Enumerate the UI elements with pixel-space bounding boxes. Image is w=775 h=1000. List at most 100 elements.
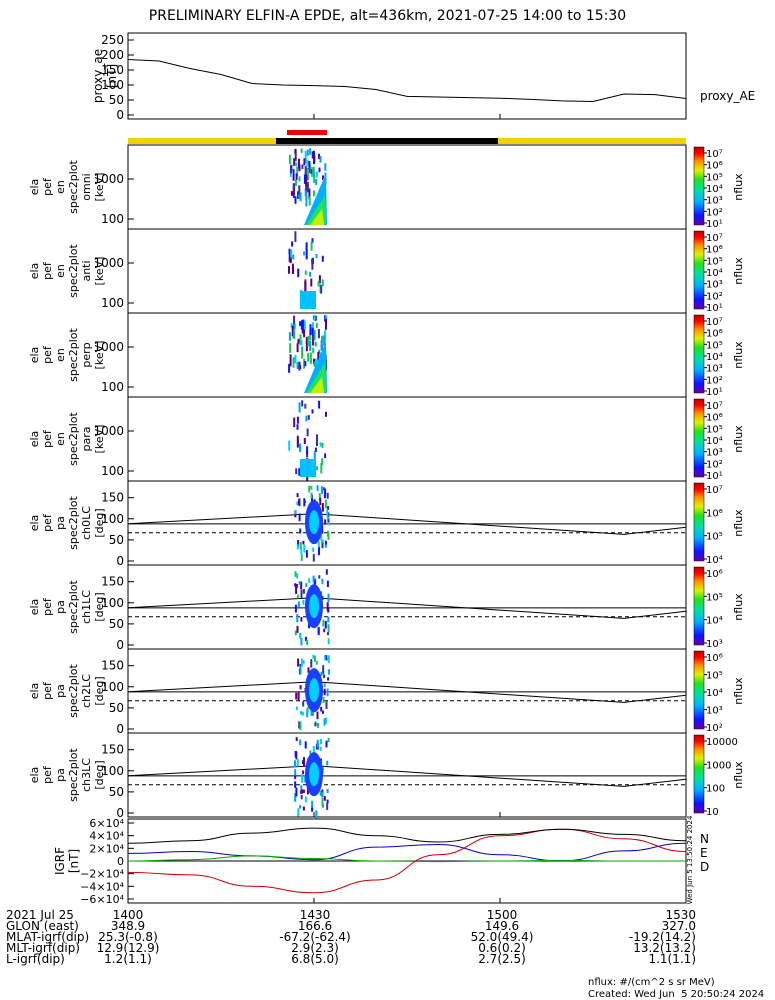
colorbar-tick-label: 10⁶ xyxy=(706,161,723,172)
colorbar-tick-label: 10⁶ xyxy=(706,508,723,519)
flux-speckle xyxy=(304,796,307,803)
proxy-ae-line xyxy=(127,59,687,103)
flux-speckle xyxy=(294,751,297,757)
ae-ytick-label: 200 xyxy=(101,48,124,62)
flux-speckle xyxy=(321,442,324,448)
flux-speckle xyxy=(293,417,296,428)
igrf-ytick-label: −6×10⁴ xyxy=(80,893,124,906)
flux-speckle xyxy=(305,583,308,587)
flux-blob-core xyxy=(309,510,319,535)
flux-speckle xyxy=(301,400,304,407)
flux-speckle xyxy=(296,544,299,550)
flux-speckle xyxy=(322,665,325,674)
pitch-ytick-label: 50 xyxy=(109,785,124,799)
igrf-ylabel-unit: [nT] xyxy=(67,849,81,873)
flux-speckle xyxy=(305,242,308,251)
colorbar-label: nflux xyxy=(732,593,745,621)
flux-blob-center xyxy=(310,377,324,393)
annotation-value: 327.0 xyxy=(661,919,696,933)
flux-speckle xyxy=(324,717,327,724)
pitch-angle-trace xyxy=(127,681,687,703)
flux-speckle xyxy=(309,329,312,341)
flux-speckle xyxy=(308,196,311,206)
flux-speckle xyxy=(326,760,329,766)
flux-speckle xyxy=(294,196,297,204)
colorbar-tick-label: 10² xyxy=(706,291,723,302)
flux-speckle xyxy=(324,655,327,660)
panel-ylabel-line: pef xyxy=(41,681,54,700)
flux-speckle xyxy=(305,190,308,200)
day-bar-right xyxy=(498,138,686,144)
flux-speckle xyxy=(321,255,324,262)
panel-ylabel-line: omni xyxy=(80,173,93,200)
flux-speckle xyxy=(295,787,298,797)
flux-speckle xyxy=(315,254,318,259)
colorbar-tick-label: 10⁵ xyxy=(706,424,723,435)
panel-ylabel-line: ela xyxy=(28,347,41,364)
flux-speckle xyxy=(306,786,309,795)
flux-speckle xyxy=(301,711,304,716)
flux-speckle xyxy=(293,323,296,330)
annotation-value: 52.0(49.4) xyxy=(470,930,534,944)
colorbar-tick-label: 10⁶ xyxy=(706,329,723,340)
flux-speckle xyxy=(313,329,316,341)
colorbar-tick-label: 10⁴ xyxy=(706,352,723,363)
flux-speckle xyxy=(294,769,297,776)
flux-speckle xyxy=(327,669,330,675)
flux-speckle xyxy=(321,798,324,806)
flux-speckle xyxy=(323,674,326,679)
flux-speckle xyxy=(324,519,327,525)
flux-speckle xyxy=(303,757,305,766)
flux-speckle xyxy=(310,278,313,287)
colorbar-tick-label: 10⁴ xyxy=(706,555,723,566)
pitch-ytick-label: 100 xyxy=(101,596,124,610)
flux-speckle xyxy=(320,340,323,351)
flux-speckle xyxy=(300,794,303,800)
panel-ylabel-line: spec2plot xyxy=(67,412,80,466)
annotation-value: 1430 xyxy=(299,908,331,922)
panel-ylabel-line: spec2plot xyxy=(67,328,80,382)
flux-speckle xyxy=(304,281,307,292)
flux-speckle xyxy=(321,279,324,287)
flux-speckle xyxy=(297,501,300,506)
flux-speckle xyxy=(294,583,297,587)
flux-speckle xyxy=(296,424,299,430)
flux-speckle xyxy=(311,709,314,715)
pitch-ytick-label: 50 xyxy=(109,701,124,715)
flux-blob-core xyxy=(309,678,319,703)
panel-ylabel-line: [deg] xyxy=(93,676,106,705)
energy-burst xyxy=(288,148,327,225)
colorbar-label: nflux xyxy=(732,509,745,537)
panel-ylabel-line: pef xyxy=(41,177,54,196)
panel-ylabel-line: pef xyxy=(41,765,54,784)
flux-speckle xyxy=(293,158,296,166)
flux-speckle xyxy=(321,458,324,466)
flux-speckle xyxy=(301,774,304,783)
annotation-value: 6.8(5.0) xyxy=(291,952,339,966)
panel-ylabel-line: pef xyxy=(41,261,54,280)
flux-speckle xyxy=(310,492,313,499)
flux-speckle xyxy=(326,803,329,810)
flux-speckle xyxy=(321,578,324,584)
colorbar-tick-label: 10⁴ xyxy=(706,436,723,447)
flux-blob-center xyxy=(310,209,324,225)
flux-speckle xyxy=(305,341,308,352)
flux-speckle xyxy=(298,581,301,585)
panel-ylabel-line: perp xyxy=(80,342,93,367)
flux-speckle xyxy=(317,541,320,548)
flux-speckle xyxy=(325,319,327,330)
flux-speckle xyxy=(300,554,303,561)
flux-speckle xyxy=(320,738,322,745)
flux-speckle xyxy=(324,163,327,171)
annotation-value: 1530 xyxy=(665,908,696,922)
flux-speckle xyxy=(296,625,299,633)
flux-speckle xyxy=(302,770,305,775)
flux-speckle xyxy=(296,758,299,767)
ae-ytick-label: 100 xyxy=(101,78,124,92)
flux-speckle xyxy=(309,324,312,335)
flux-speckle xyxy=(324,544,327,548)
igrf-ytick-label: 0 xyxy=(117,855,124,868)
flux-speckle xyxy=(295,692,298,700)
flux-speckle xyxy=(318,493,321,501)
colorbar xyxy=(693,482,705,562)
